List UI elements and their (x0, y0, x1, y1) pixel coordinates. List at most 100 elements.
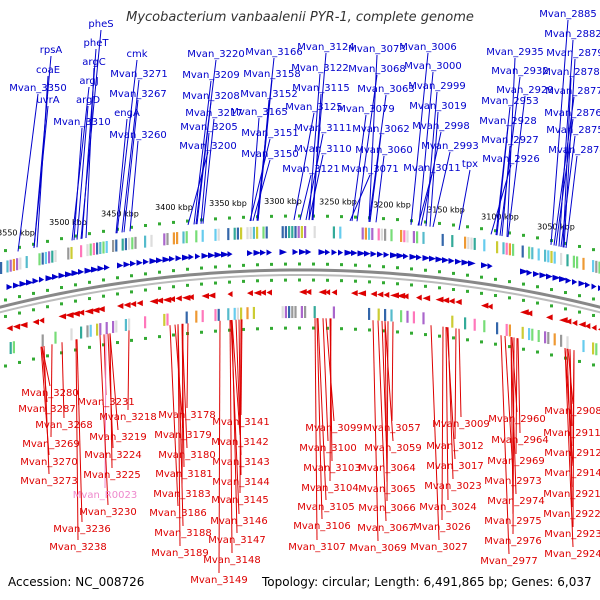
gene-label-mvan-3103[interactable]: Mvan_3103 (303, 463, 360, 474)
gene-label-mvan-3205[interactable]: Mvan_3205 (180, 122, 237, 133)
gene-label-mvan-2912[interactable]: Mvan_2912 (544, 448, 600, 459)
gene-label-mvan-3238[interactable]: Mvan_3238 (49, 542, 106, 553)
gene-label-mvan-3027[interactable]: Mvan_3027 (410, 542, 467, 553)
gene-label-mvan-3069[interactable]: Mvan_3069 (349, 543, 406, 554)
gene-label-mvan-3000[interactable]: Mvan_3000 (404, 61, 461, 72)
gene-label-mvan-2960[interactable]: Mvan_2960 (488, 414, 545, 425)
gene-label-mvan-3219[interactable]: Mvan_3219 (89, 432, 146, 443)
gene-label-mvan-2932[interactable]: Mvan_2932 (491, 66, 548, 77)
gene-label-mvan-2969[interactable]: Mvan_2969 (487, 456, 544, 467)
gene-label-mvan-2975[interactable]: Mvan_2975 (484, 516, 541, 527)
gene-label-mvan-2999[interactable]: Mvan_2999 (408, 81, 465, 92)
gene-label-mvan-3152[interactable]: Mvan_3152 (240, 89, 297, 100)
gene-label-coae[interactable]: coaE (36, 65, 60, 76)
gene-label-mvan-2923[interactable]: Mvan_2923 (544, 529, 600, 540)
gene-label-mvan-3121[interactable]: Mvan_3121 (282, 164, 339, 175)
gene-label-mvan-3079[interactable]: Mvan_3079 (337, 104, 394, 115)
gene-label-mvan-3107[interactable]: Mvan_3107 (288, 542, 345, 553)
gene-label-mvan-2964[interactable]: Mvan_2964 (491, 435, 548, 446)
gene-label-mvan-3189[interactable]: Mvan_3189 (151, 548, 208, 559)
gene-label-mvan-2874[interactable]: Mvan_2874 (548, 145, 600, 156)
gene-label-mvan-3236[interactable]: Mvan_3236 (53, 524, 110, 535)
gene-label-argc[interactable]: argC (82, 57, 105, 68)
gene-label-mvan-2928[interactable]: Mvan_2928 (479, 116, 536, 127)
gene-label-mvan-2926[interactable]: Mvan_2926 (482, 154, 539, 165)
gene-label-mvan-3158[interactable]: Mvan_3158 (243, 69, 300, 80)
gene-label-mvan-3110[interactable]: Mvan_3110 (294, 144, 351, 155)
gene-label-mvan-3124[interactable]: Mvan_3124 (297, 42, 354, 53)
gene-label-argd[interactable]: argD (76, 95, 100, 106)
gene-label-argj[interactable]: argJ (79, 76, 98, 87)
gene-label-mvan-2878[interactable]: Mvan_2878 (542, 67, 599, 78)
gene-label-tpx[interactable]: tpx (462, 159, 478, 170)
gene-label-mvan-3142[interactable]: Mvan_3142 (211, 437, 268, 448)
gene-label-mvan-3122[interactable]: Mvan_3122 (291, 63, 348, 74)
gene-label-mvan-2998[interactable]: Mvan_2998 (412, 121, 469, 132)
gene-label-mvan-3012[interactable]: Mvan_3012 (426, 441, 483, 452)
gene-label-mvan-3017[interactable]: Mvan_3017 (426, 461, 483, 472)
gene-label-mvan-3225[interactable]: Mvan_3225 (83, 470, 140, 481)
gene-label-mvan-3181[interactable]: Mvan_3181 (155, 469, 212, 480)
gene-label-mvan-3009[interactable]: Mvan_3009 (432, 419, 489, 430)
gene-label-mvan-2879[interactable]: Mvan_2879 (546, 48, 600, 59)
gene-label-cmk[interactable]: cmk (126, 49, 147, 60)
gene-label-mvan-3150[interactable]: Mvan_3150 (241, 149, 298, 160)
gene-label-mvan-3200[interactable]: Mvan_3200 (179, 141, 236, 152)
gene-label-mvan-3019[interactable]: Mvan_3019 (409, 101, 466, 112)
gene-label-mvan-3063[interactable]: Mvan_3063 (357, 84, 414, 95)
gene-label-mvan-3180[interactable]: Mvan_3180 (158, 450, 215, 461)
gene-label-mvan-3067[interactable]: Mvan_3067 (357, 523, 414, 534)
gene-label-mvan-3280[interactable]: Mvan_3280 (21, 388, 78, 399)
gene-label-mvan-2908[interactable]: Mvan_2908 (544, 406, 600, 417)
gene-label-mvan-3273[interactable]: Mvan_3273 (20, 476, 77, 487)
gene-label-mvan-3310[interactable]: Mvan_3310 (53, 117, 110, 128)
gene-label-mvan-3260[interactable]: Mvan_3260 (109, 130, 166, 141)
gene-label-mvan-3011[interactable]: Mvan_3011 (403, 163, 460, 174)
gene-label-mvan-3057[interactable]: Mvan_3057 (363, 423, 420, 434)
gene-label-mvan-2976[interactable]: Mvan_2976 (484, 536, 541, 547)
gene-label-mvan-3062[interactable]: Mvan_3062 (352, 124, 409, 135)
gene-label-mvan-3268[interactable]: Mvan_3268 (35, 420, 92, 431)
gene-label-mvan-3147[interactable]: Mvan_3147 (208, 535, 265, 546)
gene-label-mvan-3188[interactable]: Mvan_3188 (154, 528, 211, 539)
gene-label-mvan-3111[interactable]: Mvan_3111 (294, 123, 351, 134)
gene-label-mvan-2875[interactable]: Mvan_2875 (546, 125, 600, 136)
gene-label-mvan-3105[interactable]: Mvan_3105 (297, 502, 354, 513)
gene-label-mvan-3006[interactable]: Mvan_3006 (399, 42, 456, 53)
gene-label-mvan-3166[interactable]: Mvan_3166 (245, 47, 302, 58)
gene-label-mvan-3270[interactable]: Mvan_3270 (20, 457, 77, 468)
gene-label-mvan-3220[interactable]: Mvan_3220 (187, 49, 244, 60)
gene-label-mvan-3208[interactable]: Mvan_3208 (182, 91, 239, 102)
gene-label-mvan-3125[interactable]: Mvan_3125 (285, 102, 342, 113)
gene-label-mvan-3106[interactable]: Mvan_3106 (293, 521, 350, 532)
gene-label-mvan-3224[interactable]: Mvan_3224 (84, 450, 141, 461)
gene-label-mvan-2882[interactable]: Mvan_2882 (544, 29, 600, 40)
gene-label-mvan-3148[interactable]: Mvan_3148 (203, 555, 260, 566)
gene-label-mvan-3143[interactable]: Mvan_3143 (212, 457, 269, 468)
gene-label-mvan-2974[interactable]: Mvan_2974 (487, 496, 544, 507)
gene-label-mvan-3183[interactable]: Mvan_3183 (153, 489, 210, 500)
gene-label-mvan-3071[interactable]: Mvan_3071 (341, 164, 398, 175)
gene-label-mvan-2924[interactable]: Mvan_2924 (544, 549, 600, 560)
gene-label-mvan-3218[interactable]: Mvan_3218 (99, 412, 156, 423)
gene-label-mvan-2885[interactable]: Mvan_2885 (539, 9, 596, 20)
gene-label-mvan-2921[interactable]: Mvan_2921 (543, 489, 600, 500)
gene-label-mvan-2993[interactable]: Mvan_2993 (421, 141, 478, 152)
gene-label-mvan-2922[interactable]: Mvan_2922 (543, 509, 600, 520)
gene-label-mvan-3230[interactable]: Mvan_3230 (79, 507, 136, 518)
gene-label-mvan-3217[interactable]: Mvan_3217 (185, 108, 242, 119)
gene-label-mvan-3064[interactable]: Mvan_3064 (358, 463, 415, 474)
gene-label-mvan-2927[interactable]: Mvan_2927 (481, 135, 538, 146)
gene-label-mvan-3151[interactable]: Mvan_3151 (241, 128, 298, 139)
gene-label-mvan-3165[interactable]: Mvan_3165 (230, 107, 287, 118)
gene-label-mvan-3024[interactable]: Mvan_3024 (419, 502, 476, 513)
gene-label-mvan-3271[interactable]: Mvan_3271 (110, 69, 167, 80)
gene-label-mvan-3065[interactable]: Mvan_3065 (358, 484, 415, 495)
gene-label-mvan-3059[interactable]: Mvan_3059 (364, 443, 421, 454)
gene-label-phes[interactable]: pheS (88, 19, 113, 30)
gene-label-phet[interactable]: pheT (84, 38, 110, 49)
gene-label-mvan-3068[interactable]: Mvan_3068 (348, 64, 405, 75)
gene-label-mvan-2973[interactable]: Mvan_2973 (484, 476, 541, 487)
gene-label-uvra[interactable]: uvrA (36, 95, 59, 106)
gene-label-mvan-3141[interactable]: Mvan_3141 (212, 417, 269, 428)
